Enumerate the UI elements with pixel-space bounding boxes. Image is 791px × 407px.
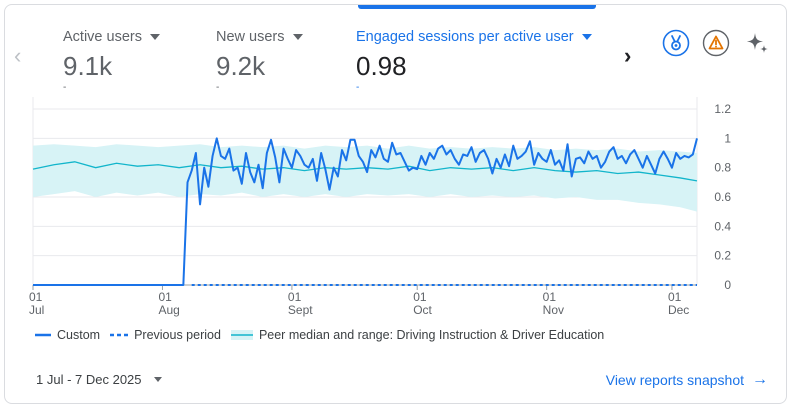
metric-change: - xyxy=(356,82,360,93)
y-tick-label: 0.6 xyxy=(714,190,731,204)
sparkle-icon[interactable] xyxy=(743,29,771,57)
peer-range-band xyxy=(33,144,697,212)
chart-legend: Custom Previous period Peer median and r… xyxy=(35,328,614,342)
line-chart: 00.20.40.60.811.201Jul01Aug01Sept01Oct01… xyxy=(29,97,731,317)
y-tick-label: 0 xyxy=(724,278,731,292)
arrow-right-icon: → xyxy=(752,371,768,388)
metric-change: - xyxy=(63,82,67,93)
caret-down-icon xyxy=(581,34,592,40)
y-tick-label: 0.4 xyxy=(714,219,731,233)
metric-value: 9.1k xyxy=(63,51,113,81)
x-tick-month: Sept xyxy=(288,303,313,317)
legend-item-previous-period[interactable]: Previous period xyxy=(110,328,221,342)
metric-value: 9.2k xyxy=(216,51,266,81)
legend-item-custom[interactable]: Custom xyxy=(35,328,100,342)
caret-down-icon xyxy=(153,377,162,382)
date-range-selector[interactable]: 1 Jul - 7 Dec 2025 xyxy=(36,372,162,387)
metric-label: New users xyxy=(216,29,303,45)
legend-swatch-dashed xyxy=(110,333,129,337)
metric-tab-active-users[interactable]: Active users 9.1k - xyxy=(63,29,160,93)
legend-swatch-solid xyxy=(35,333,51,337)
x-tick-day: 01 xyxy=(413,290,427,304)
metric-tab-engaged-sessions-per-active-user[interactable]: Engaged sessions per active user 0.98 - xyxy=(356,29,592,93)
legend-item-peer-range[interactable]: Peer median and range: Driving Instructi… xyxy=(230,328,604,342)
metric-label: Engaged sessions per active user xyxy=(356,29,592,45)
custom-series-line xyxy=(33,137,698,286)
warning-icon[interactable] xyxy=(702,29,730,57)
metric-label: Active users xyxy=(63,29,160,45)
medal-icon[interactable] xyxy=(662,29,690,57)
legend-swatch-band xyxy=(230,330,253,340)
caret-down-icon xyxy=(149,34,160,40)
y-tick-label: 0.8 xyxy=(714,161,731,175)
x-tick-day: 01 xyxy=(158,290,172,304)
metric-tab-new-users[interactable]: New users 9.2k - xyxy=(216,29,303,93)
x-tick-month: Oct xyxy=(413,303,432,317)
x-tick-day: 01 xyxy=(668,290,682,304)
x-tick-month: Jul xyxy=(29,303,44,317)
x-tick-day: 01 xyxy=(543,290,557,304)
overview-card: ‹ Active users 9.1k - New users 9.2k - E… xyxy=(4,4,787,404)
caret-down-icon xyxy=(292,34,303,40)
x-tick-month: Nov xyxy=(543,303,564,317)
active-metric-indicator xyxy=(358,5,596,9)
x-tick-month: Dec xyxy=(668,303,689,317)
y-tick-label: 1 xyxy=(724,131,731,145)
metric-change: - xyxy=(216,82,220,93)
view-reports-snapshot-link[interactable]: View reports snapshot → xyxy=(605,371,768,388)
chevron-right-icon[interactable]: › xyxy=(624,43,632,68)
y-tick-label: 1.2 xyxy=(714,102,731,116)
chevron-left-icon[interactable]: ‹ xyxy=(14,43,22,68)
x-tick-day: 01 xyxy=(288,290,302,304)
x-tick-day: 01 xyxy=(29,290,43,304)
metric-value: 0.98 xyxy=(356,51,407,81)
y-tick-label: 0.2 xyxy=(714,249,731,263)
x-tick-month: Aug xyxy=(158,303,179,317)
